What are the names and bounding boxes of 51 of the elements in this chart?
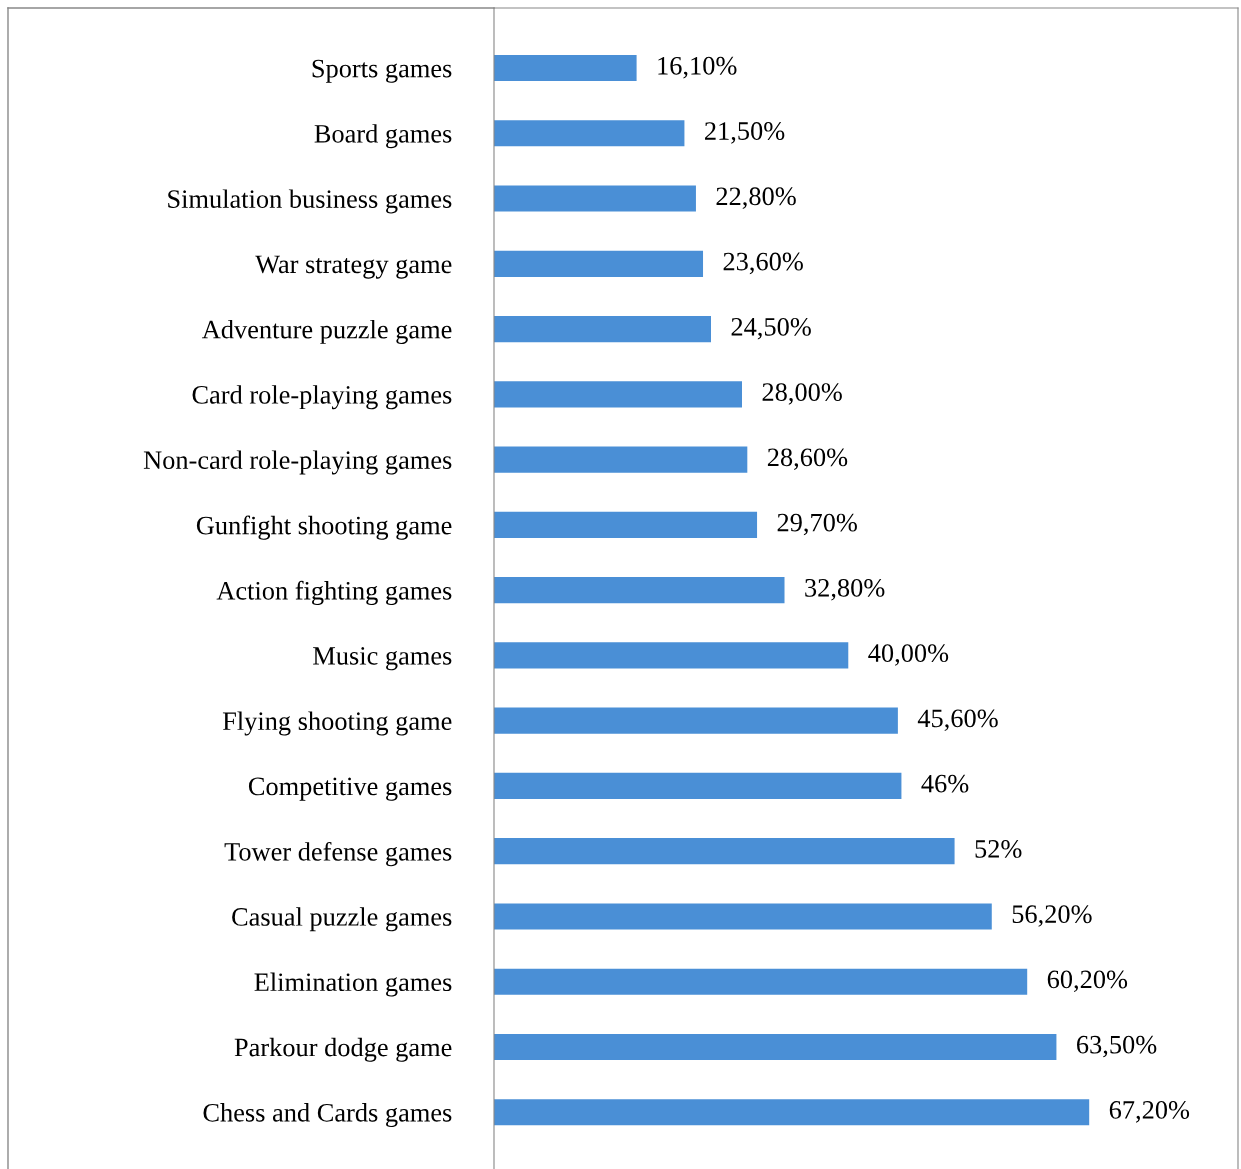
y-tick-label: Board games [314,124,452,149]
data-label: 21,50% [705,122,785,144]
data-label: 63,50% [1077,1035,1157,1058]
data-label: 56,20% [1012,905,1092,927]
y-tick-label: Flying shooting game [222,711,452,736]
y-tick-label: Chess and Cards games [203,1103,452,1128]
y-tick-label: Tower defense games [224,841,452,867]
data-label: 29,70% [777,513,857,536]
bar [494,54,637,82]
bar [494,903,992,930]
data-label: 32,80% [805,578,885,601]
y-tick-label: Simulation business games [168,189,452,214]
y-tick-label: Music games [313,647,452,671]
bar [494,772,902,799]
y-tick-label: Adventure puzzle game [202,319,452,344]
y-tick-label: Action fighting games [216,580,452,606]
data-label: 23,60% [723,252,803,275]
data-label: 16,10% [658,56,737,79]
y-tick-label: Elimination games [254,972,452,997]
y-tick-label: Parkour dodge game [234,1037,452,1062]
bar [494,120,685,147]
data-label: 60,20% [1047,970,1128,993]
data-label: 67,20% [1109,1101,1190,1123]
data-label: 52% [975,839,1022,858]
bar [494,838,955,865]
y-tick-label: Gunfight shooting game [196,515,452,540]
y-tick-label: Non-card role-playing games [143,450,452,475]
bar [494,316,711,343]
bar [494,185,696,212]
bar [494,642,849,669]
bar [494,1033,1057,1061]
y-tick-label: Sports games [312,59,452,83]
y-tick-label: Competitive games [248,777,452,801]
bar [494,1099,1090,1126]
bar [494,577,785,604]
data-label: 46% [921,774,969,793]
bar [494,250,704,277]
bar [494,968,1028,995]
data-label: 22,80% [716,187,796,209]
bar [494,446,748,473]
y-tick-label: Card role-playing games [192,385,452,410]
data-label: 40,00% [868,644,949,666]
bar [494,707,898,734]
data-label: 28,60% [767,448,848,471]
data-label: 45,60% [917,709,998,732]
y-tick-label: Casual puzzle games [232,907,452,932]
data-label: 24,50% [731,317,811,340]
bar [494,511,758,538]
y-tick-label: War strategy game [255,255,452,279]
data-label: 28,00% [762,383,842,405]
bar [494,381,742,408]
